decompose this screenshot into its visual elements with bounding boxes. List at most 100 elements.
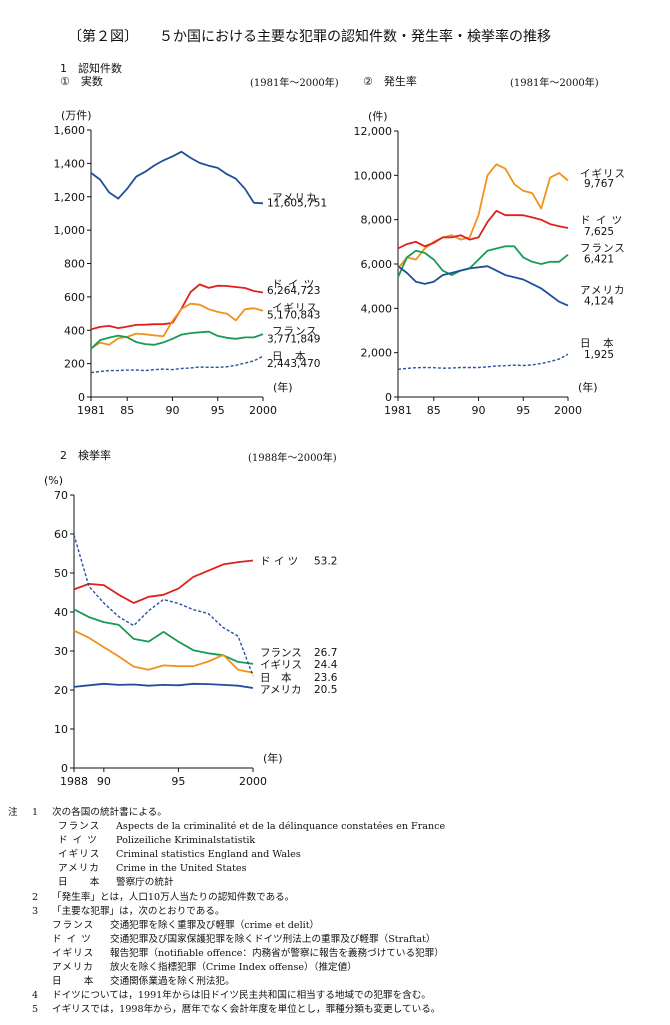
counts-y-tick-label: 600 — [64, 291, 85, 304]
rate-series-end-value: 6,421 — [584, 253, 614, 265]
counts-series-name: イギリス — [272, 302, 318, 314]
definition-text: 交通犯罪及び国家保護犯罪を除くドイツ刑法上の重罪及び軽罪（Straftat） — [110, 933, 436, 945]
definition-text: 交通関係業過を除く刑法犯。 — [110, 976, 235, 988]
rate-x-axis-label: (年) — [578, 380, 598, 394]
note-number: 4 — [32, 990, 39, 1002]
rate-x-tick-label: 1981 — [384, 404, 412, 417]
clearance-series-name: ド イ ツ — [260, 556, 298, 568]
clearance-y-axis-label: (%) — [44, 474, 63, 487]
source-row: イギリス Criminal statistics England and Wale… — [8, 848, 663, 862]
clearance-x-tick-label: 1988 — [60, 775, 88, 788]
rate-series-line — [397, 353, 569, 370]
counts-y-tick-label: 800 — [64, 258, 85, 271]
clearance-series-end-value: 26.7 — [314, 647, 337, 659]
note-text: 「主要な犯罪」は，次のとおりである。 — [52, 905, 225, 917]
notes: 注 1 次の各国の統計書による。 フランス Aspects de la crimi… — [8, 806, 663, 1017]
counts-series-line — [90, 302, 264, 350]
counts-series-name: ド イ ツ — [272, 279, 315, 291]
definition-country: フランス — [52, 919, 95, 931]
clearance-series-name: イギリス — [260, 659, 302, 671]
counts-series-line — [90, 150, 264, 205]
definition-row: イギリス 報告犯罪（notifiable offence：内務省が警察に報告を義務… — [8, 947, 663, 961]
rate-y-tick-label: 6,000 — [361, 258, 393, 271]
clearance-series-line — [73, 682, 254, 689]
note-3: 3 「主要な犯罪」は，次のとおりである。 — [8, 905, 663, 919]
definition-text: 放火を除く指標犯罪（Crime Index offense）（推定値） — [110, 962, 357, 974]
note-text: ドイツについては，1991年からは旧ドイツ民主共和国に相当する地域での犯罪を含む… — [52, 990, 431, 1002]
definition-row: フランス 交通犯罪を除く重罪及び軽罪（crime et delit） — [8, 919, 663, 933]
counts-series-name: フランス — [272, 325, 318, 337]
counts-x-tick-label: 90 — [165, 404, 179, 417]
source-title: Crime in the United States — [116, 863, 247, 875]
rate-y-tick-label: 10,000 — [354, 169, 393, 182]
counts-series-end-value: 3,771,849 — [267, 334, 320, 346]
note-5: 5 イギリスでは，1998年から，暦年でなく会計年度を単位とし，罪種分類も変更し… — [8, 1003, 663, 1017]
counts-y-tick-label: 1,600 — [54, 124, 86, 137]
notes-label: 注 — [8, 807, 18, 818]
clearance-series-end-value: 23.6 — [314, 672, 338, 684]
clearance-y-tick-label: 30 — [54, 645, 68, 658]
note-text: イギリスでは，1998年から，暦年でなく会計年度を単位とし，罪種分類も変更してい… — [52, 1004, 441, 1016]
note-number: 1 — [32, 807, 39, 818]
rate-series-line — [397, 265, 569, 307]
counts-y-tick-label: 1,200 — [54, 191, 86, 204]
section1-heading: 1 認知件数 — [60, 62, 122, 75]
clearance-y-tick-label: 50 — [54, 567, 68, 580]
counts-series-name: アメリカ — [272, 192, 317, 204]
clearance-series-end-value: 53.2 — [314, 556, 337, 568]
source-title: 警察庁の統計 — [116, 877, 174, 889]
rate-series-name: 日 本 — [580, 337, 615, 350]
source-row: 日 本 警察庁の統計 — [8, 876, 663, 890]
rate-series-end-value: 1,925 — [584, 349, 614, 361]
counts-y-axis-label: (万件) — [61, 109, 92, 122]
counts-series-line — [90, 283, 264, 331]
clearance-series-name: アメリカ — [260, 684, 301, 696]
note-number: 2 — [32, 891, 39, 903]
rate-y-tick-label: 4,000 — [361, 302, 393, 315]
clearance-y-tick-label: 60 — [54, 528, 68, 541]
section2-heading: 2 検挙率 — [60, 449, 111, 462]
counts-y-tick-label: 400 — [64, 324, 85, 337]
counts-y-tick-label: 0 — [78, 391, 85, 404]
rate-x-tick-label: 95 — [516, 404, 530, 417]
chart1-period: (1981年〜2000年) — [250, 78, 339, 89]
counts-series-end-value: 6,264,723 — [267, 285, 320, 297]
definition-row: 日 本 交通関係業過を除く刑法犯。 — [8, 975, 663, 989]
clearance-y-tick-label: 0 — [61, 762, 68, 775]
clearance-x-tick-label: 90 — [97, 775, 111, 788]
clearance-series-end-value: 20.5 — [314, 684, 337, 696]
rate-x-tick-label: 2000 — [554, 404, 582, 417]
counts-series-end-value: 5,170,843 — [267, 309, 320, 321]
clearance-series-line — [73, 534, 254, 677]
rate-series-line — [397, 163, 569, 269]
clearance-series-line — [73, 629, 254, 674]
note-4: 4 ドイツについては，1991年からは旧ドイツ民主共和国に相当する地域での犯罪を… — [8, 989, 663, 1003]
source-country: 日 本 — [58, 877, 101, 889]
counts-series-end-value: 2,443,470 — [267, 358, 320, 370]
counts-x-axis-label: (年) — [273, 380, 293, 394]
definition-country: 日 本 — [52, 976, 95, 988]
note-1: 注 1 次の各国の統計書による。 — [8, 806, 663, 820]
rate-series-line — [397, 245, 569, 278]
definition-row: ド イ ツ 交通犯罪及び国家保護犯罪を除くドイツ刑法上の重罪及び軽罪（Straft… — [8, 933, 663, 947]
rate-series-end-value: 4,124 — [584, 296, 614, 308]
source-country: イギリス — [58, 849, 101, 861]
rate-y-tick-label: 2,000 — [361, 347, 393, 360]
source-country: フランス — [58, 821, 101, 833]
chart3-period: (1988年〜2000年) — [248, 453, 337, 464]
rate-y-tick-label: 0 — [385, 391, 392, 404]
definition-country: イギリス — [52, 947, 95, 959]
clearance-y-tick-label: 20 — [54, 684, 68, 697]
rate-y-axis-label: (件) — [368, 110, 388, 123]
source-country: アメリカ — [58, 863, 100, 875]
note-number: 3 — [32, 905, 39, 917]
clearance-series-line — [73, 559, 254, 604]
note-number: 5 — [32, 1004, 39, 1016]
rate-series-name: アメリカ — [580, 284, 625, 296]
figure-title: 〔第２図〕 ５か国における主要な犯罪の認知件数・発生率・検挙率の推移 — [68, 29, 551, 45]
note-text: 「発生率」とは，人口10万人当たりの認知件数である。 — [52, 891, 295, 903]
counts-y-tick-label: 1,000 — [54, 224, 86, 237]
counts-series-end-value: 11,605,751 — [267, 198, 327, 210]
note-2: 2 「発生率」とは，人口10万人当たりの認知件数である。 — [8, 891, 663, 905]
